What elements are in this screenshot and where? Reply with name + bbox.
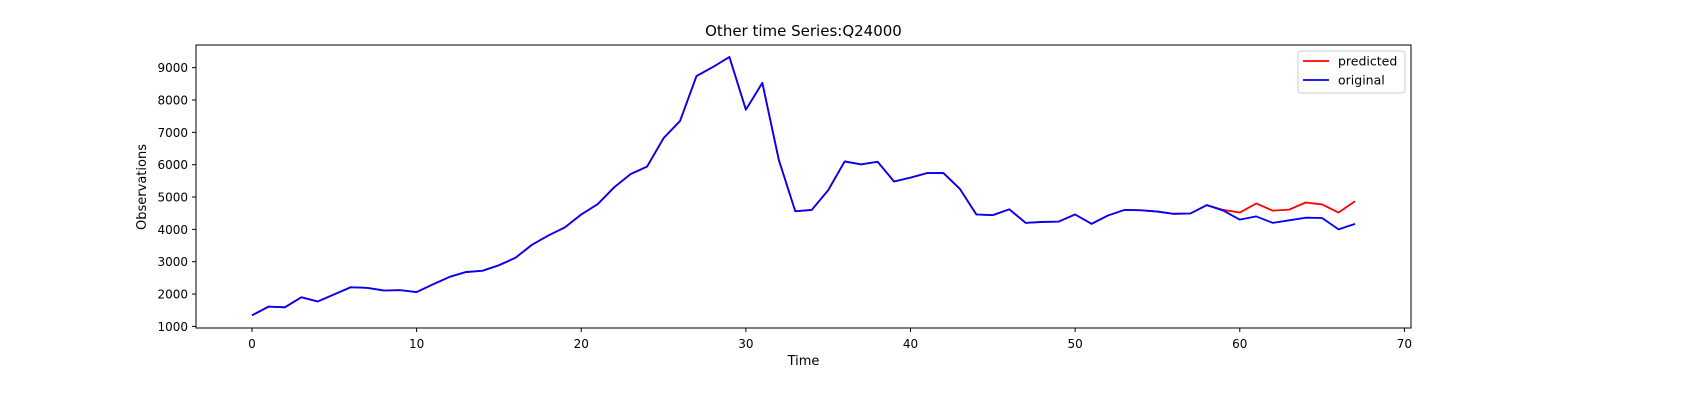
x-tick-label: 50 — [1068, 337, 1083, 351]
x-axis-label: Time — [787, 354, 820, 369]
y-tick-label: 7000 — [157, 126, 188, 140]
y-tick-label: 1000 — [157, 320, 188, 334]
legend: predicted original — [1297, 50, 1406, 94]
plot-frame — [195, 44, 1412, 329]
plot-area — [251, 56, 1356, 317]
axes: 0 10 20 30 40 50 60 70 1000 2000 3000 4000 5000 6000 7… — [157, 44, 1412, 351]
y-tick-label: 9000 — [157, 61, 188, 75]
x-tick-label: 20 — [574, 337, 589, 351]
y-tick-label: 3000 — [157, 255, 188, 269]
x-tick-label: 0 — [248, 337, 256, 351]
y-tick-label: 8000 — [157, 93, 188, 107]
y-tick-label: 5000 — [157, 191, 188, 205]
x-tick-label: 60 — [1232, 337, 1247, 351]
x-tick-label: 30 — [738, 337, 753, 351]
chart-title: Other time Series:Q24000 — [705, 22, 902, 40]
x-tick-label: 10 — [409, 337, 424, 351]
y-tick-label: 6000 — [157, 158, 188, 172]
y-axis-label: Observations — [135, 144, 150, 230]
y-tick-label: 2000 — [157, 288, 188, 302]
series-line-original — [251, 56, 1356, 317]
x-tick-label: 40 — [903, 337, 918, 351]
y-tick-label: 4000 — [157, 223, 188, 237]
legend-label-predicted: predicted — [1338, 54, 1397, 69]
legend-label-original: original — [1338, 73, 1385, 88]
x-tick-label: 70 — [1397, 337, 1412, 351]
